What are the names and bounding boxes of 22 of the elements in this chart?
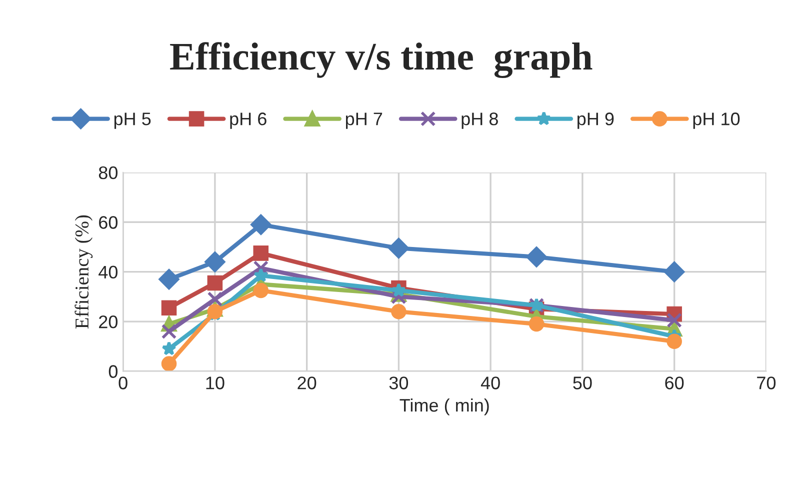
y-tick-label: 0 bbox=[108, 365, 118, 378]
y-tick-label: 20 bbox=[99, 315, 118, 328]
legend-label: pH 5 bbox=[114, 112, 151, 129]
legend-label: pH 10 bbox=[693, 112, 740, 129]
x-axis-title: Time ( min) bbox=[400, 398, 489, 416]
y-tick-label: 40 bbox=[98, 266, 118, 279]
legend-label: pH 6 bbox=[230, 112, 266, 129]
x-tick-label: 20 bbox=[298, 376, 316, 390]
y-tick-label: 80 bbox=[98, 166, 118, 180]
x-tick-label: 0 bbox=[118, 376, 128, 390]
y-tick-label: 60 bbox=[99, 216, 118, 229]
x-tick-label: 10 bbox=[206, 376, 224, 390]
x-tick-label: 60 bbox=[665, 376, 684, 390]
y-axis-title: Efficiency (%) bbox=[74, 215, 93, 329]
legend-label: pH 9 bbox=[578, 112, 614, 129]
x-tick-label: 50 bbox=[573, 376, 592, 390]
x-tick-label: 30 bbox=[389, 376, 408, 390]
x-tick-label: 40 bbox=[480, 376, 500, 390]
legend-label: pH 7 bbox=[346, 112, 382, 129]
x-tick-label: 70 bbox=[757, 376, 776, 390]
chart-title: Efficiency v/s time graph bbox=[170, 42, 592, 78]
legend-label: pH 8 bbox=[462, 112, 498, 129]
